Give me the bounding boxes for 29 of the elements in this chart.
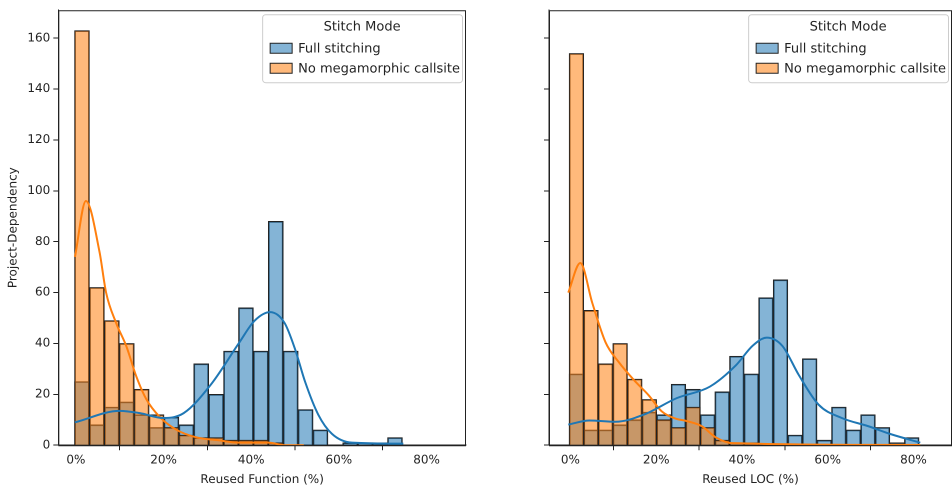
y-tick-label: 20 <box>35 386 50 400</box>
legend-label: Full stitching <box>298 42 381 57</box>
y-tick-label: 120 <box>27 132 50 146</box>
line-series <box>74 311 404 445</box>
legend-label: No megamorphic callsite <box>784 62 946 77</box>
x-tick-label: 80% <box>900 452 927 467</box>
legend-title: Stitch Mode <box>324 20 401 35</box>
y-tick-label: 60 <box>35 284 50 299</box>
x-tick-label: 80% <box>413 452 440 467</box>
y-tick-label: 40 <box>35 336 50 350</box>
x-tick-label: 60% <box>326 452 352 467</box>
x-tick-label: 40% <box>728 452 756 467</box>
y-tick-label: 140 <box>27 81 50 96</box>
legend-label: No megamorphic callsite <box>298 62 460 77</box>
x-axis-title: Reused LOC (%) <box>702 472 799 486</box>
x-tick-label: 0% <box>66 452 86 467</box>
y-axis-title: Project-Dependency <box>5 167 20 288</box>
x-tick-label: 60% <box>814 452 842 467</box>
x-tick-label: 20% <box>642 452 670 467</box>
x-tick-label: 0% <box>560 452 580 467</box>
legend-title: Stitch Mode <box>810 20 887 35</box>
y-tick-label: 0 <box>42 437 50 452</box>
y-tick-label: 80 <box>35 234 50 248</box>
x-tick-label: 20% <box>150 452 177 467</box>
y-tick-label: 100 <box>27 182 50 197</box>
legend-label: Full stitching <box>784 42 867 57</box>
x-axis-title: Reused Function (%) <box>200 472 324 486</box>
y-tick-label: 160 <box>27 30 50 44</box>
x-tick-label: 40% <box>238 452 265 467</box>
